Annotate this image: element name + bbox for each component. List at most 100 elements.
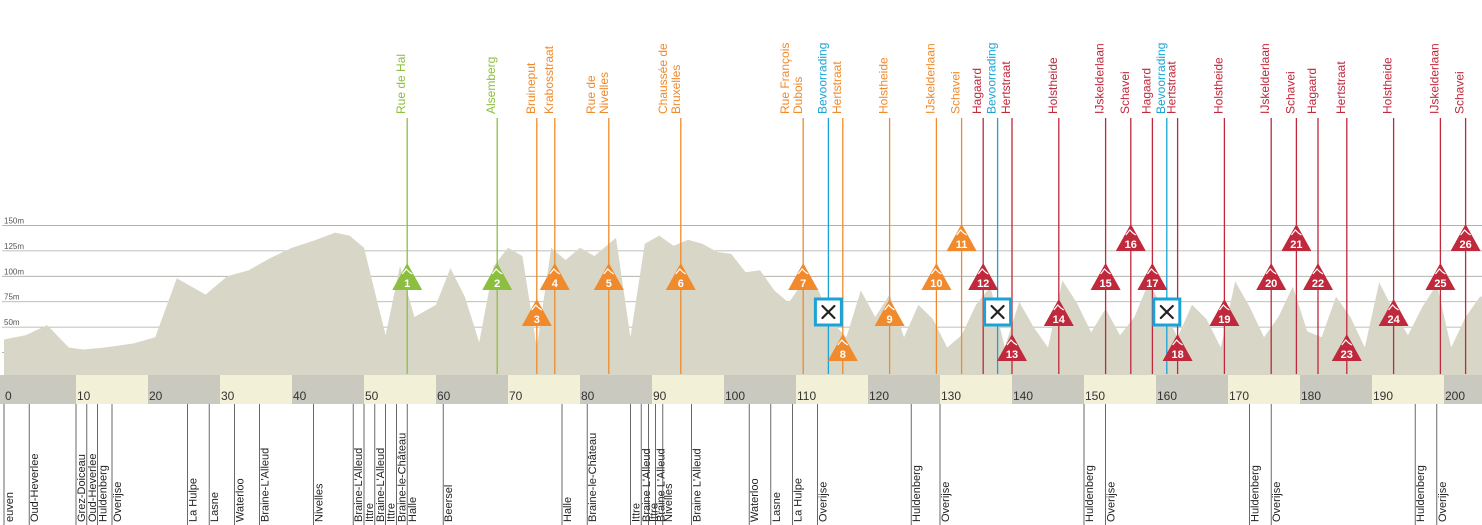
climb-marker <box>1115 224 1146 251</box>
climb-names: Rue de Hal Alsemberg Bruineput Krabosstraat… <box>394 43 1466 114</box>
town-name: Braine-L'Alleud <box>353 448 365 522</box>
climb-number: 2 <box>494 278 500 290</box>
climb-name-part: Rue de <box>584 75 598 114</box>
climb-name: Hertstraat <box>830 61 844 114</box>
climb-marker <box>1425 263 1456 290</box>
town-name: euven <box>4 492 16 522</box>
x-tick-label: 20 <box>149 389 163 403</box>
cutlery-icon <box>1159 304 1174 320</box>
climb-number: 4 <box>552 278 559 290</box>
town-name: Nivelles <box>314 483 326 522</box>
town-name: Oud-Heverlee <box>29 454 41 522</box>
climb-name: Hagaard <box>970 68 984 114</box>
y-tick-label: 75m <box>4 293 20 302</box>
town-label-group: Halle <box>407 497 419 522</box>
climb-name: Holstheide <box>1046 57 1060 114</box>
x-tick-label: 30 <box>221 389 235 403</box>
climb-number: 10 <box>930 278 942 290</box>
climb-marker <box>1303 263 1333 290</box>
climb-name: Hertstraat <box>1334 61 1348 114</box>
axis-band <box>1300 375 1372 404</box>
town-label-group: euven <box>4 492 16 522</box>
climb-name-group: Krabosstraat <box>542 45 556 114</box>
x-tick-label: 170 <box>1229 389 1249 403</box>
climb-marker <box>1090 263 1121 290</box>
town-label-group: Overijse <box>940 482 952 522</box>
climb-name: Holstheide <box>1381 57 1395 114</box>
climb-name: IJskelderlaan <box>1258 43 1272 114</box>
climb-name-part: Dubois <box>791 77 805 114</box>
town-label-group: Overijse <box>1271 482 1283 522</box>
mountain-icon <box>977 268 989 275</box>
climb-name-group: Schavei <box>1453 71 1467 114</box>
axis-band <box>652 375 724 404</box>
elevation-area <box>4 232 1482 378</box>
town-label-group: Ittre <box>648 503 660 522</box>
mountain-icon <box>531 304 543 311</box>
town-label-group: Waterloo <box>749 478 761 522</box>
x-tick-label: 140 <box>1013 389 1033 403</box>
climb-marker <box>1450 224 1481 251</box>
climb-name-part: Rue François <box>778 43 792 114</box>
climb-marker <box>1209 299 1240 326</box>
climb-name: Holstheide <box>877 57 891 114</box>
x-tick-label: 10 <box>77 389 91 403</box>
town-name: Huldenberg <box>1084 465 1096 522</box>
town-label-group: Braine L'Alleud <box>656 448 668 522</box>
climb-number: 24 <box>1387 314 1400 326</box>
climb-name-group: Schavei <box>1118 71 1132 114</box>
climb-name-group: Rue deNivelles <box>584 72 611 114</box>
mountain-icon <box>603 268 615 275</box>
x-tick-label: 90 <box>653 389 667 403</box>
climb-name-group: Chaussée deBruxelles <box>656 43 683 114</box>
mountain-icon <box>1218 304 1230 311</box>
climb-marker <box>1378 299 1409 326</box>
town-name: Ittre <box>648 503 660 522</box>
town-label-group: Braine-L'Alleud <box>375 448 387 522</box>
x-tick-label: 70 <box>509 389 523 403</box>
cutlery-icon <box>990 304 1005 320</box>
x-tick-label: 0 <box>5 389 12 403</box>
climb-name-group: Hagaard <box>970 68 984 114</box>
climb-number: 5 <box>606 278 612 290</box>
climb-name-group: Schavei <box>949 71 963 114</box>
climb-name-group: Holstheide <box>1211 57 1225 114</box>
climb-name-group: IJskelderlaan <box>1093 43 1107 114</box>
climb-name-group: IJskelderlaan <box>1258 43 1272 114</box>
mountain-icon <box>1006 339 1018 346</box>
climb-name: Schavei <box>1118 71 1132 114</box>
climb-name: Chaussée deBruxelles <box>656 43 683 114</box>
town-label-group: Lasne <box>771 492 783 522</box>
town-label-group: La Hulpe <box>792 478 804 522</box>
x-tick-label: 150 <box>1085 389 1105 403</box>
climb-number: 6 <box>678 278 684 290</box>
town-name: Braine-le-Château <box>396 433 408 522</box>
climb-name-group: Alsemberg <box>484 57 498 114</box>
mountain-icon <box>1388 304 1399 311</box>
climb-name-group: Rue FrançoisDubois <box>778 43 805 114</box>
climb-marker <box>997 334 1027 361</box>
mountain-icon <box>1460 229 1471 236</box>
town-name: Braine-le-Château <box>587 433 599 522</box>
x-tick-label: 40 <box>293 389 307 403</box>
feed-zone-box <box>813 297 843 327</box>
town-label-group: Overijse <box>112 482 124 522</box>
mountain-icon <box>1125 229 1137 236</box>
town-label-group: Overijse <box>1106 482 1118 522</box>
x-tick-label: 200 <box>1445 389 1465 403</box>
climb-name-group: IJskelderlaan <box>923 43 937 114</box>
climb-number: 7 <box>800 278 806 290</box>
mountain-icon <box>956 229 967 236</box>
town-name: Grez-Doiceau <box>76 454 88 522</box>
climb-name: Hertstraat <box>999 61 1013 114</box>
x-tick-label: 180 <box>1301 389 1321 403</box>
town-label-group: Grez-Doiceau <box>76 454 88 522</box>
climb-number: 8 <box>840 349 846 361</box>
climb-name-group: Hertstraat <box>1165 61 1179 114</box>
x-tick-label: 120 <box>869 389 889 403</box>
town-name: Braine-L'Alleud <box>260 448 272 522</box>
mountain-icon <box>797 268 809 275</box>
climb-number: 18 <box>1171 349 1183 361</box>
town-label-group: Overijse <box>818 482 830 522</box>
town-label-group: Beersel <box>443 485 455 522</box>
